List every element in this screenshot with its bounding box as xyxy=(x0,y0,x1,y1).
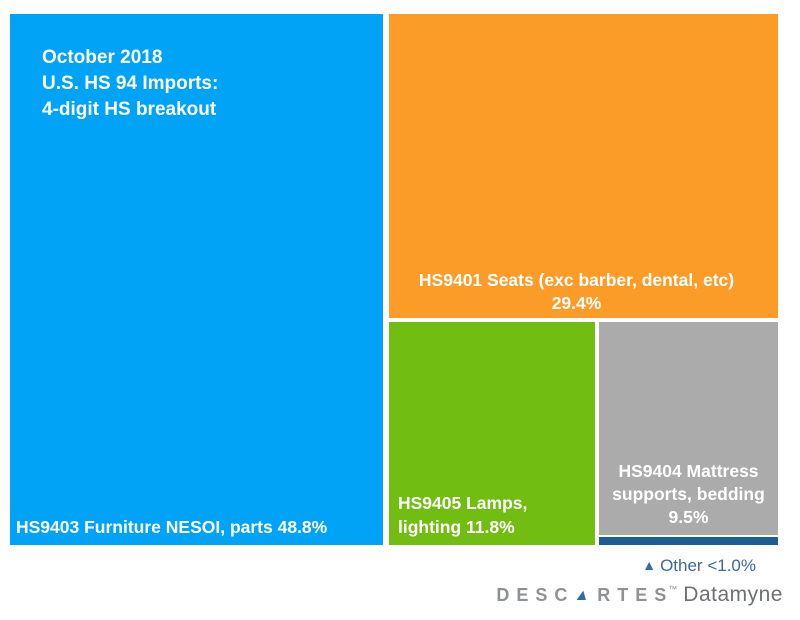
treemap-tile-other xyxy=(599,537,778,545)
brand-datamyne: Datamyne xyxy=(683,583,783,606)
other-annotation-text: Other <1.0% xyxy=(660,556,756,575)
other-annotation: ▲ Other <1.0% xyxy=(642,556,756,576)
chart-title-line1: October 2018 xyxy=(42,47,163,68)
treemap-tile-hs9405: HS9405 Lamps, lighting 11.8% xyxy=(389,322,595,545)
tile-label-hs9405-line2: lighting 11.8% xyxy=(398,517,515,537)
brand-descartes-part1: DESC xyxy=(496,585,575,605)
tile-label-hs9405-line1: HS9405 Lamps, xyxy=(398,493,528,513)
tile-label-hs9403: HS9403 Furniture NESOI, parts 48.8% xyxy=(16,517,328,537)
chart-title-line2: U.S. HS 94 Imports: xyxy=(42,73,219,94)
chart-title-line3: 4-digit HS breakout xyxy=(42,99,217,120)
tile-label-hs9401: HS9401 Seats (exc barber, dental, etc) 2… xyxy=(389,269,764,315)
tile-label-hs9401-line1: HS9401 Seats (exc barber, dental, etc) xyxy=(418,270,735,290)
treemap-tile-hs9404: HS9404 Mattress supports, bedding 9.5% xyxy=(599,322,778,535)
other-triangle-icon: ▲ xyxy=(642,557,657,573)
tile-label-hs9404-line3: 9.5% xyxy=(668,507,709,527)
chart-title: October 2018 U.S. HS 94 Imports: 4-digit… xyxy=(42,45,218,123)
tile-label-hs9404-line2: supports, bedding xyxy=(612,484,765,504)
tile-label-hs9405: HS9405 Lamps, lighting 11.8% xyxy=(398,491,527,539)
tile-label-hs9401-line2: 29.4% xyxy=(551,293,602,313)
treemap-tile-hs9401: HS9401 Seats (exc barber, dental, etc) 2… xyxy=(389,14,778,318)
brand-triangle-icon: ▲ xyxy=(572,587,600,604)
tile-label-hs9404: HS9404 Mattress supports, bedding 9.5% xyxy=(599,460,778,529)
brand-trademark-icon: ™ xyxy=(668,584,678,594)
treemap-tile-hs9403: October 2018 U.S. HS 94 Imports: 4-digit… xyxy=(10,14,383,545)
tile-label-hs9404-line1: HS9404 Mattress xyxy=(618,461,759,481)
brand-descartes-part2: RTES xyxy=(597,585,674,605)
brand-logo: DESC ▲ RTES ™ Datamyne xyxy=(496,583,783,607)
